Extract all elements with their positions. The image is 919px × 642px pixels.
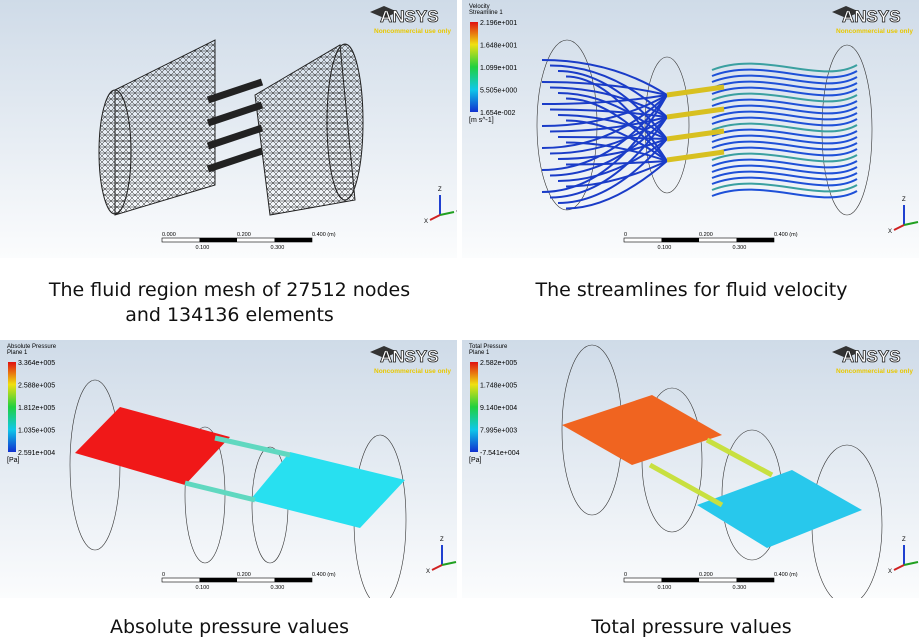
legend-value: 9.140e+004 xyxy=(480,405,517,412)
scale-label: 0 xyxy=(162,572,165,578)
scale-bar xyxy=(737,578,775,582)
legend-value: 3.364e+005 xyxy=(18,360,55,367)
background xyxy=(0,340,457,598)
scale-label: 0.200 xyxy=(237,572,251,578)
legend-value: 2.582e+005 xyxy=(480,360,517,367)
colorbar xyxy=(8,362,16,452)
scale-bar xyxy=(662,578,700,582)
scale-label: 0 xyxy=(624,232,627,238)
scale-label: 0.100 xyxy=(196,585,210,591)
notice: Noncommercial use only xyxy=(836,368,913,375)
caption-line: Absolute pressure values xyxy=(0,615,459,640)
colorbar xyxy=(470,362,478,452)
legend-value: 2.196e+001 xyxy=(480,20,517,27)
render-view: ANSYS Noncommercial use only Z Y X 0.000 0.200… xyxy=(0,0,457,258)
scale-label: 0.400 (m) xyxy=(312,572,336,578)
logo-text: ANSYS xyxy=(842,347,901,366)
legend-unit: [Pa] xyxy=(7,457,20,464)
scale-label: 0.400 (m) xyxy=(774,232,798,238)
figure: {"panels": [ {"caption": ["The fluid reg… xyxy=(0,0,919,642)
scale-label: 0.000 xyxy=(162,232,176,238)
axis-label: Y xyxy=(456,211,457,217)
panel: ANSYS Noncommercial use only Z Y X 0.000 0.200… xyxy=(0,0,457,258)
axis-label: X xyxy=(426,569,430,575)
legend-title: Streamline 1 xyxy=(469,10,503,16)
scale-label: 0.200 xyxy=(699,232,713,238)
logo-text: ANSYS xyxy=(842,7,901,26)
caption: Absolute pressure values xyxy=(0,615,459,640)
caption-line: The streamlines for fluid velocity xyxy=(462,278,919,303)
scale-label: 0.100 xyxy=(658,245,672,251)
scale-bar xyxy=(737,238,775,242)
scale-label: 0.100 xyxy=(658,585,672,591)
caption-line: Total pressure values xyxy=(462,615,919,640)
notice: Noncommercial use only xyxy=(836,28,913,35)
scale-bar xyxy=(200,238,238,242)
legend-value: -7.541e+004 xyxy=(480,450,520,457)
scale-label: 0.300 xyxy=(271,585,285,591)
background xyxy=(462,340,919,598)
scale-label: 0.400 (m) xyxy=(774,572,798,578)
colorbar xyxy=(470,22,478,112)
axis-label: Z xyxy=(902,197,906,203)
legend-value: 2.588e+005 xyxy=(18,383,55,390)
legend-value: 1.654e-002 xyxy=(480,110,516,117)
scale-bar xyxy=(662,238,700,242)
legend-value: 1.748e+005 xyxy=(480,383,517,390)
scale-label: 0.400 (m) xyxy=(312,232,336,238)
axis-label: X xyxy=(424,219,428,225)
legend-value: 1.812e+005 xyxy=(18,405,55,412)
scale-label: 0.200 xyxy=(699,572,713,578)
legend-value: 1.648e+001 xyxy=(480,43,517,50)
caption-line: The fluid region mesh of 27512 nodes xyxy=(0,278,459,303)
notice: Noncommercial use only xyxy=(374,28,451,35)
render-view: ANSYSNoncommercial use onlyAbsolute Pres… xyxy=(0,340,457,598)
scale-label: 0.300 xyxy=(733,245,747,251)
legend-title: Plane 1 xyxy=(469,350,490,356)
legend-value: 5.505e+000 xyxy=(480,88,517,95)
logo-text: ANSYS xyxy=(380,7,439,26)
caption: The streamlines for fluid velocity xyxy=(462,278,919,303)
scale-label: 0.300 xyxy=(271,245,285,251)
legend-value: 1.035e+005 xyxy=(18,428,55,435)
caption: Total pressure values xyxy=(462,615,919,640)
scale-label: 0.300 xyxy=(733,585,747,591)
scale-label: 0.200 xyxy=(237,232,251,238)
scale-label: 0 xyxy=(624,572,627,578)
axis-label: Z xyxy=(440,537,444,543)
axis-label: Z xyxy=(902,537,906,543)
legend-unit: [Pa] xyxy=(469,457,482,464)
notice: Noncommercial use only xyxy=(374,368,451,375)
legend-title: Plane 1 xyxy=(7,350,28,356)
legend-value: 7.995e+003 xyxy=(480,428,517,435)
scale-label: 0.100 xyxy=(196,245,210,251)
legend-unit: [m s^-1] xyxy=(469,117,494,124)
legend-value: 2.591e+004 xyxy=(18,450,55,457)
logo-text: ANSYS xyxy=(380,347,439,366)
scale-bar xyxy=(200,578,238,582)
caption-line: and 134136 elements xyxy=(0,303,459,328)
scale-bar xyxy=(275,578,313,582)
scale-bar xyxy=(275,238,313,242)
background xyxy=(0,0,457,258)
axis-label: X xyxy=(888,229,892,235)
axis-label: Z xyxy=(438,187,442,193)
axis-label: X xyxy=(888,569,892,575)
legend-value: 1.099e+001 xyxy=(480,65,517,72)
